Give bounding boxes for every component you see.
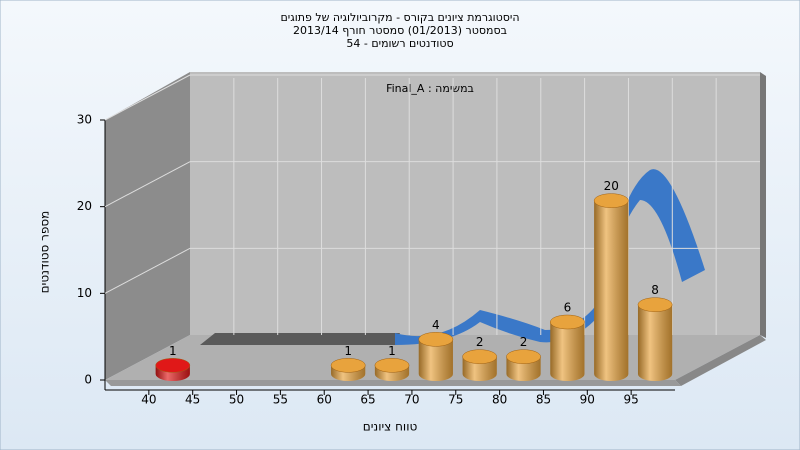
bar-part (418, 339, 453, 381)
value-label: 1 (388, 344, 396, 358)
bar-part (593, 193, 629, 208)
y-tick-label: 30 (77, 113, 92, 127)
x-tick-label: 75 (448, 393, 463, 407)
bar (637, 297, 673, 381)
bar (155, 358, 191, 381)
bar-part (155, 358, 191, 373)
bar (462, 349, 498, 381)
grid-line (104, 247, 191, 294)
y-tick-label: 10 (77, 286, 92, 300)
y-tick-label: 20 (77, 199, 92, 213)
bar-part (418, 332, 454, 347)
bar (593, 193, 629, 381)
bar-part (550, 314, 585, 330)
bar (506, 349, 541, 381)
x-tick-label: 95 (624, 393, 639, 407)
bar (374, 358, 410, 381)
title-line: בסמסטר (01/2013) סמסטר חורף 2013/14 (293, 24, 507, 37)
grid-line (104, 161, 191, 208)
floor-edge (675, 335, 766, 386)
bar (550, 314, 585, 381)
left-wall (105, 72, 190, 380)
annotation: Final_A : במשימה (386, 82, 474, 95)
bar-part (637, 304, 673, 381)
title: היסטוגרמת ציונים בקורס - מקרוביולוגיה של… (280, 11, 519, 50)
value-label: 20 (604, 179, 619, 193)
x-tick-label: 55 (273, 393, 288, 407)
curve-base (200, 333, 400, 345)
value-label: 6 (564, 301, 572, 315)
bar-part (330, 358, 366, 373)
bar-part (506, 349, 541, 364)
value-label: 1 (169, 344, 177, 358)
x-tick-label: 70 (404, 393, 419, 407)
wall-edge (760, 72, 766, 338)
bar-part (550, 322, 585, 381)
x-tick-label: 40 (141, 393, 156, 407)
bar-part (374, 358, 410, 373)
value-label: 8 (651, 283, 659, 297)
value-label: 2 (476, 335, 484, 349)
grid-line (104, 74, 191, 121)
value-label: 4 (432, 318, 440, 332)
bar (418, 332, 454, 381)
bar-part (637, 297, 673, 312)
x-tick-label: 50 (229, 393, 244, 407)
x-tick-label: 65 (360, 393, 375, 407)
value-label: 2 (520, 335, 528, 349)
x-tick-label: 90 (580, 393, 595, 407)
value-label: 1 (344, 344, 352, 358)
bar (330, 358, 366, 381)
x-tick-label: 60 (317, 393, 332, 407)
title-line: היסטוגרמת ציונים בקורס - מקרוביולוגיה של… (280, 11, 519, 24)
bar-part (462, 349, 498, 364)
x-tick-label: 85 (536, 393, 551, 407)
floor-edge (105, 380, 681, 386)
x-tick-label: 80 (492, 393, 507, 407)
x-tick-label: 45 (185, 393, 200, 407)
y-axis-label: מספר סטודנטים (38, 211, 52, 294)
title-line: סטודנטים רשומים - 54 (346, 37, 453, 50)
y-tick-label: 0 (84, 373, 92, 387)
bar-part (594, 200, 629, 381)
x-axis-label: טווח ציונים (363, 420, 418, 434)
